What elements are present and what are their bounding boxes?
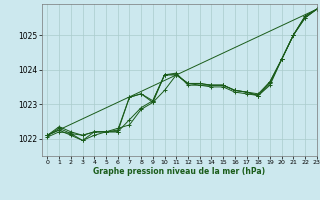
X-axis label: Graphe pression niveau de la mer (hPa): Graphe pression niveau de la mer (hPa) <box>93 167 265 176</box>
